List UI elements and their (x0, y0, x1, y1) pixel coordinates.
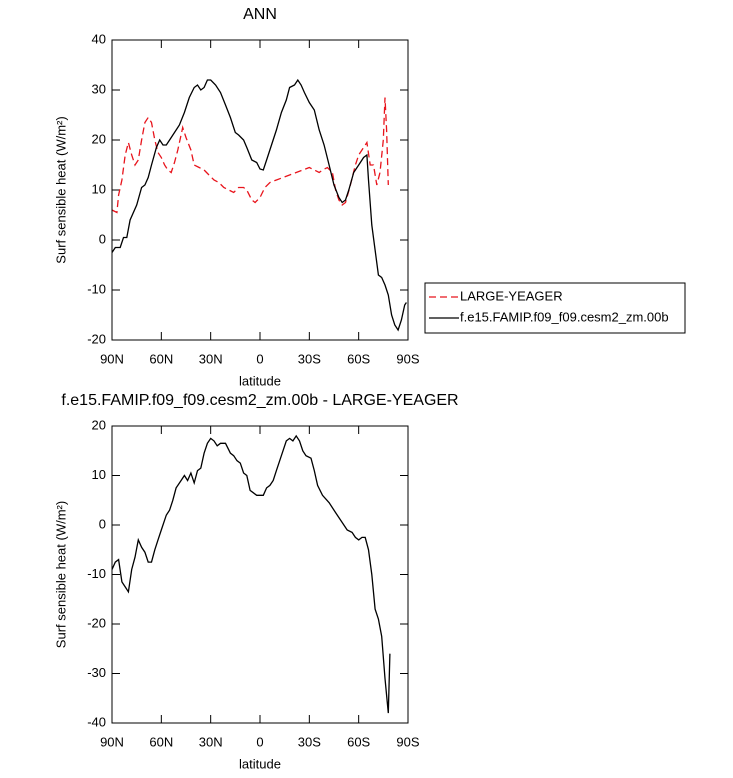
data-line (111, 434, 391, 714)
y-tick-label: 30 (92, 81, 106, 96)
x-axis-label: latitude (239, 756, 281, 771)
x-tick-label: 90S (396, 734, 419, 749)
x-tick-label: 60S (347, 351, 370, 366)
y-tick-label: 20 (92, 417, 106, 432)
x-tick-label: 60N (149, 734, 173, 749)
chart-title: ANN (243, 6, 277, 23)
y-axis-label: Surf sensible heat (W/m²) (53, 501, 68, 648)
legend-label: f.e15.FAMIP.f09_f09.cesm2_zm.00b (460, 309, 669, 324)
y-tick-label: 10 (92, 181, 106, 196)
x-tick-label: 30N (199, 351, 223, 366)
y-tick-label: -20 (87, 615, 106, 630)
y-tick-label: 40 (92, 31, 106, 46)
x-tick-label: 90S (396, 351, 419, 366)
chart-title: f.e15.FAMIP.f09_f09.cesm2_zm.00b - LARGE… (61, 392, 458, 409)
data-line (111, 78, 407, 332)
plot-frame (111, 39, 409, 341)
y-tick-label: -40 (87, 714, 106, 729)
y-tick-label: 10 (92, 467, 106, 482)
y-tick-label: -30 (87, 665, 106, 680)
x-tick-label: 60N (149, 351, 173, 366)
x-tick-label: 30S (298, 734, 321, 749)
legend-box (424, 282, 686, 334)
y-tick-label: -10 (87, 281, 106, 296)
y-tick-label: 0 (99, 231, 106, 246)
plot-frame (111, 425, 409, 724)
x-axis-label: latitude (239, 373, 281, 388)
x-tick-label: 30S (298, 351, 321, 366)
y-tick-label: 0 (99, 516, 106, 531)
y-tick-label: 20 (92, 131, 106, 146)
y-tick-label: -10 (87, 566, 106, 581)
x-tick-label: 30N (199, 734, 223, 749)
legend-label: LARGE-YEAGER (460, 288, 563, 303)
x-tick-label: 0 (256, 351, 263, 366)
y-tick-label: -20 (87, 331, 106, 346)
x-tick-label: 90N (100, 734, 124, 749)
x-tick-label: 0 (256, 734, 263, 749)
x-tick-label: 90N (100, 351, 124, 366)
y-axis-label: Surf sensible heat (W/m²) (53, 116, 68, 263)
x-tick-label: 60S (347, 734, 370, 749)
